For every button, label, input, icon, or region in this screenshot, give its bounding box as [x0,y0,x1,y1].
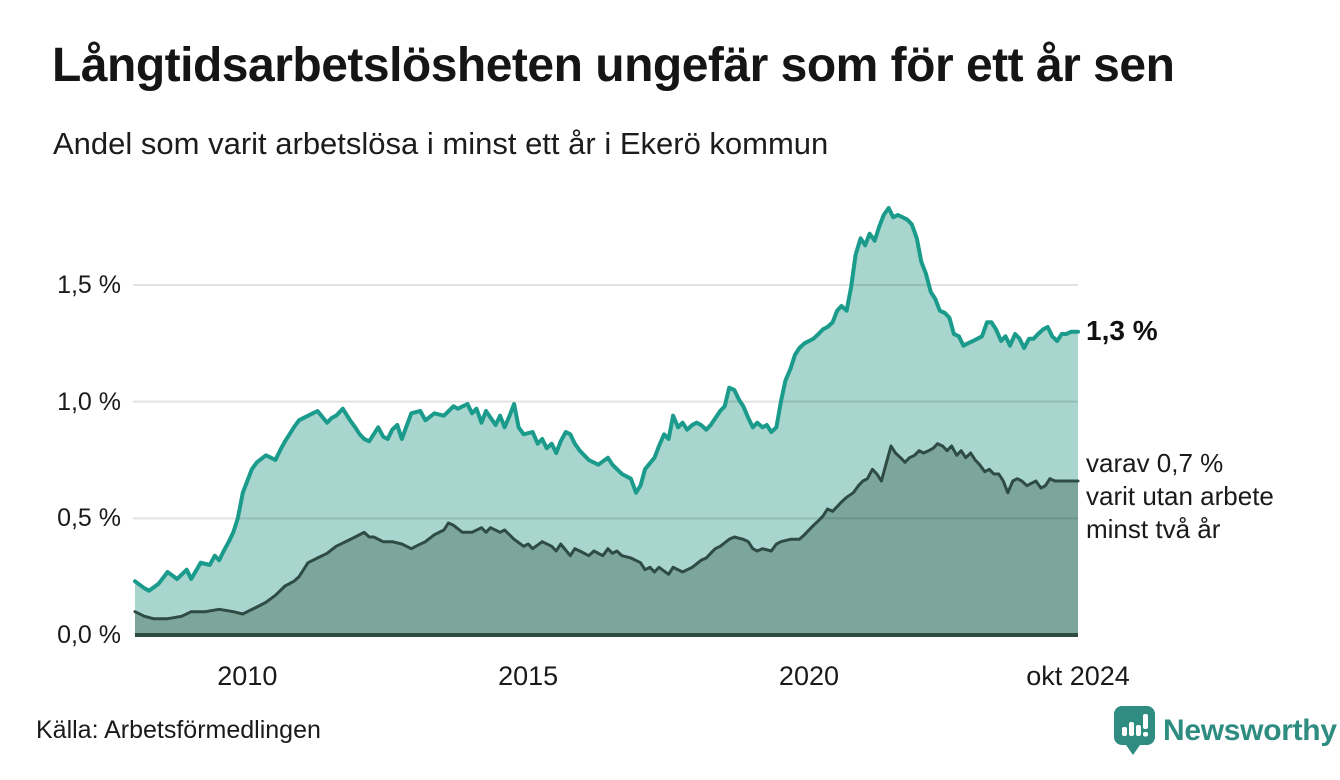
chart-series-lines [133,206,1080,621]
newsworthy-brand: Newsworthy [1114,706,1337,756]
y-tick-label: 0,5 % [57,504,121,533]
y-tick-label: 0,0 % [57,621,121,649]
secondary-series-annotation: varav 0,7 % varit utan arbete minst två … [1086,448,1274,544]
page-subtitle: Andel som varit arbetslösa i minst ett å… [53,126,829,161]
series-line-1 [133,442,1080,621]
page-title: Långtidsarbetslösheten ungefär som för e… [52,39,1175,92]
y-tick-label: 1,0 % [57,387,121,416]
x-tick-label: 2010 [217,661,278,691]
chart-gridlines [133,284,1078,520]
x-tick-label: 2020 [778,661,839,691]
series-fill-1 [135,443,1078,635]
y-tick-label: 1,5 % [57,271,121,299]
series-line-0 [133,206,1080,593]
newsworthy-wordmark: Newsworthy [1163,714,1337,747]
series-end-value-label: 1,3 % [1086,315,1158,346]
x-tick-label: okt 2024 [1026,661,1130,691]
chart-area-fills [135,208,1078,635]
source-note: Källa: Arbetsförmedlingen [36,716,321,744]
x-tick-label: 2015 [498,661,559,691]
newsworthy-logo-icon [1114,706,1155,755]
